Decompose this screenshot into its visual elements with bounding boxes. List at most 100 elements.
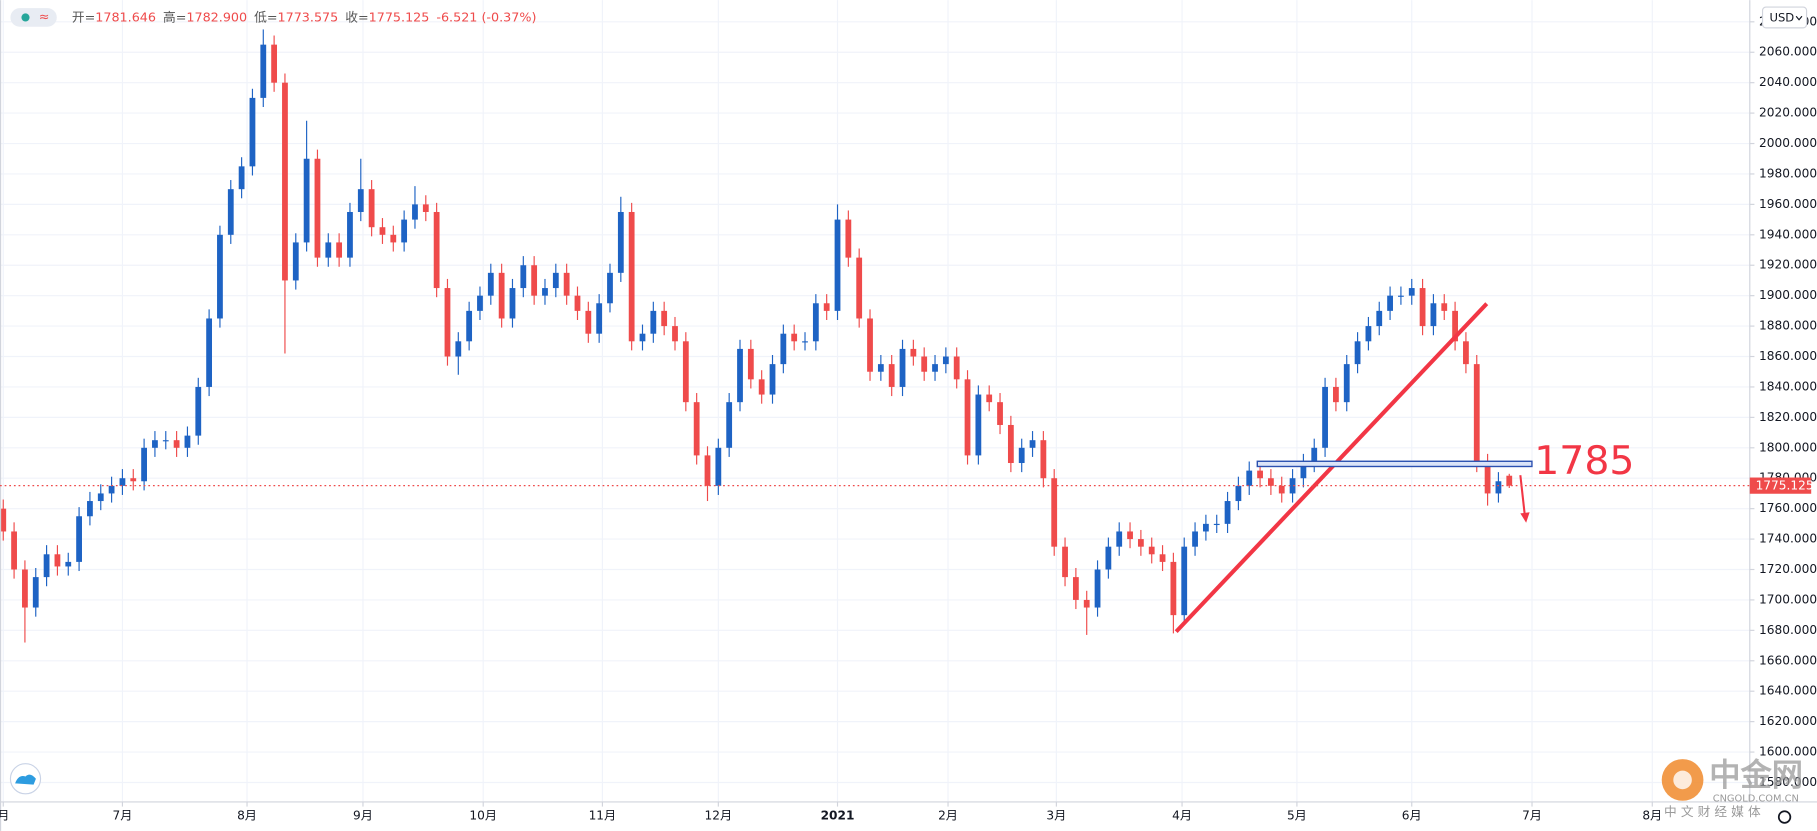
candle-body (487, 272, 494, 296)
y-tick-label: 2000.000 (1759, 136, 1817, 150)
header-value: 1781.646 (95, 10, 156, 25)
candle-body (119, 478, 126, 486)
candle-body (282, 82, 288, 281)
y-tick-label: 1640.000 (1759, 684, 1817, 698)
y-tick-label: 1960.000 (1759, 197, 1817, 211)
candle-body (412, 204, 418, 220)
x-tick-label: 4月 (1172, 808, 1192, 822)
candle-body (628, 211, 635, 342)
y-tick-label: 1880.000 (1759, 319, 1817, 333)
y-tick-label: 1860.000 (1759, 349, 1817, 363)
candle-body (206, 318, 213, 387)
candle-body (455, 341, 462, 357)
candle-body (1354, 341, 1361, 365)
y-tick-label: 1840.000 (1759, 379, 1817, 393)
candle-body (141, 447, 147, 482)
x-tick-label: 7月 (1522, 808, 1542, 822)
header-value: 1775.125 (369, 10, 430, 25)
watermark-domain: CNGOLD.COM.CN (1713, 793, 1799, 804)
candle-body (32, 577, 39, 608)
candle-body (347, 211, 353, 258)
x-tick-label: 10月 (469, 808, 497, 822)
x-tick-label: 11月 (589, 808, 617, 822)
candle-body (845, 219, 852, 258)
last-price-label: 1775.125 (1756, 479, 1814, 493)
candle-body (1506, 475, 1513, 486)
candle-body (249, 97, 256, 167)
candle-body (856, 257, 863, 319)
y-tick-label: 1800.000 (1759, 440, 1817, 454)
candle-body (357, 189, 364, 212)
candle-body (867, 318, 873, 372)
candle-body (1311, 447, 1318, 464)
watermark-tagline: 中 文 财 经 媒 体 (1664, 805, 1761, 820)
candle-body (1408, 288, 1415, 296)
status-dot (21, 13, 30, 22)
candle-body (877, 364, 884, 372)
candle-body (747, 348, 754, 380)
candle-body (531, 265, 538, 296)
status-pill[interactable] (10, 8, 57, 27)
candle-body (704, 455, 711, 486)
y-tick-label: 2040.000 (1759, 75, 1817, 89)
candle-body (1235, 485, 1242, 502)
candle-body (1419, 288, 1426, 327)
x-tick-label: 7月 (112, 808, 132, 822)
candle-body (390, 234, 397, 243)
settings-icon[interactable] (1777, 810, 1792, 824)
candle-body (682, 341, 689, 403)
candle-body (22, 569, 28, 608)
grid (0, 0, 1750, 802)
candle-body (975, 394, 982, 456)
annotation: 1785 (1534, 438, 1634, 484)
y-tick-label: 1920.000 (1759, 258, 1817, 272)
y-tick-label: 1620.000 (1759, 714, 1817, 728)
candle-body (1051, 478, 1058, 547)
candle-body (11, 531, 17, 570)
candle-body (54, 554, 61, 567)
candle-body (737, 348, 743, 403)
candle-body (585, 310, 592, 334)
candle-body (433, 211, 440, 289)
candle-body (596, 303, 603, 334)
candle-body (1246, 470, 1253, 486)
candle-body (303, 158, 310, 243)
axes: 1580.000 1600.000 1620.000 1640.000 1660.000… (0, 14, 1817, 822)
header-label: 收= (345, 10, 368, 25)
candle-body (1224, 501, 1231, 524)
candle-body (162, 440, 169, 442)
candle-body (899, 348, 906, 387)
x-tick-label: 3月 (1046, 808, 1066, 822)
candle-body (672, 326, 678, 342)
y-tick-label: 2020.000 (1759, 106, 1817, 120)
candle-body (65, 561, 72, 567)
candle-body (1018, 447, 1025, 464)
ohlc-header: 开=1781.646 高=1782.900 低=1773.575 收=1775.125… (72, 9, 537, 25)
candle-body (715, 447, 722, 486)
candle-body (823, 303, 830, 311)
candle-body (617, 211, 624, 273)
currency-button[interactable] (1761, 6, 1808, 29)
candle-body (1333, 386, 1339, 403)
candle-body (1148, 546, 1155, 555)
candle-body (932, 364, 938, 372)
candle-body (401, 219, 408, 243)
candle-body (1300, 463, 1307, 479)
candle-body (379, 227, 386, 235)
candle-body (1192, 531, 1198, 547)
candle-body (1473, 364, 1480, 464)
candle-body (173, 440, 180, 448)
candle-body (986, 394, 993, 403)
candle-body (271, 44, 278, 83)
currency: USD (1769, 11, 1794, 25)
y-tick-label: 1720.000 (1759, 562, 1817, 576)
candle-body (1029, 440, 1036, 448)
candle-body (509, 288, 516, 319)
arrow-line (1519, 475, 1527, 518)
candle-body (1159, 554, 1166, 562)
candle-body (1072, 577, 1079, 600)
y-tick-label: 1600.000 (1759, 745, 1817, 759)
y-tick-label: 1660.000 (1759, 653, 1817, 667)
candle-body (1387, 295, 1393, 311)
